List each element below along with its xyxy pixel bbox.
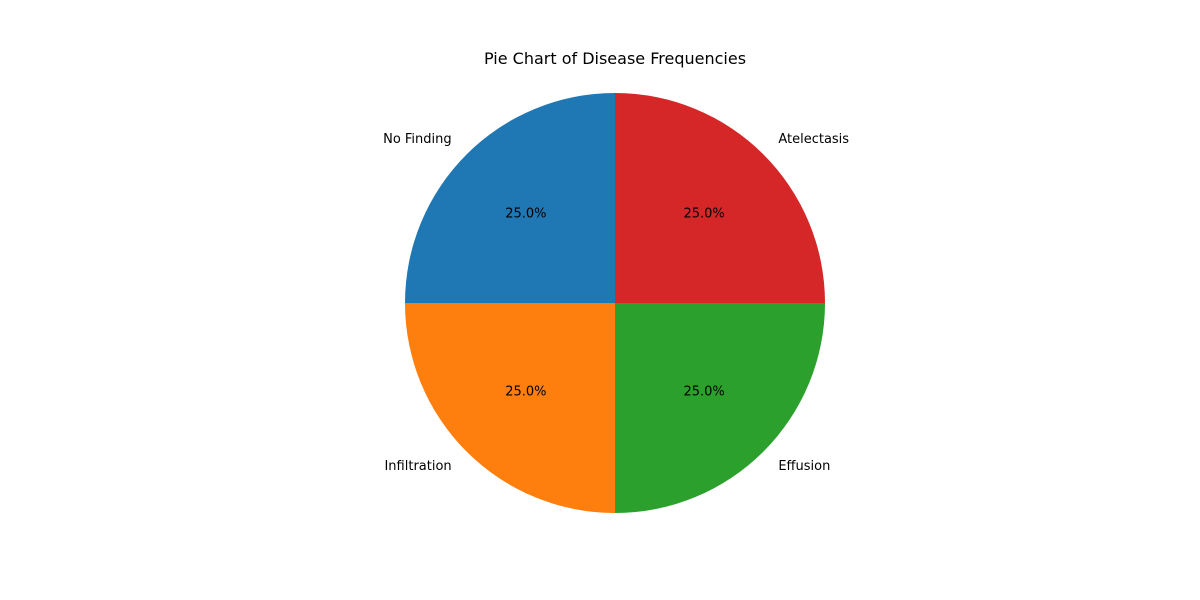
pie-slice-effusion	[615, 303, 825, 513]
chart-title: Pie Chart of Disease Frequencies	[484, 49, 746, 68]
pie-slice-infiltration	[405, 303, 615, 513]
slice-pct-no-finding: 25.0%	[505, 206, 546, 221]
slice-label-atelectasis: Atelectasis	[778, 132, 849, 147]
slice-pct-infiltration: 25.0%	[505, 385, 546, 400]
pie-slices	[405, 93, 825, 513]
pie-slice-atelectasis	[615, 93, 825, 303]
pie-slice-no-finding	[405, 93, 615, 303]
slice-pct-atelectasis: 25.0%	[683, 206, 724, 221]
slice-label-infiltration: Infiltration	[384, 459, 451, 474]
pie-labels: No Finding 25.0% Infiltration 25.0% Effusion…	[383, 132, 849, 474]
slice-pct-effusion: 25.0%	[683, 385, 724, 400]
slice-label-no-finding: No Finding	[383, 132, 452, 147]
slice-label-effusion: Effusion	[778, 459, 830, 474]
